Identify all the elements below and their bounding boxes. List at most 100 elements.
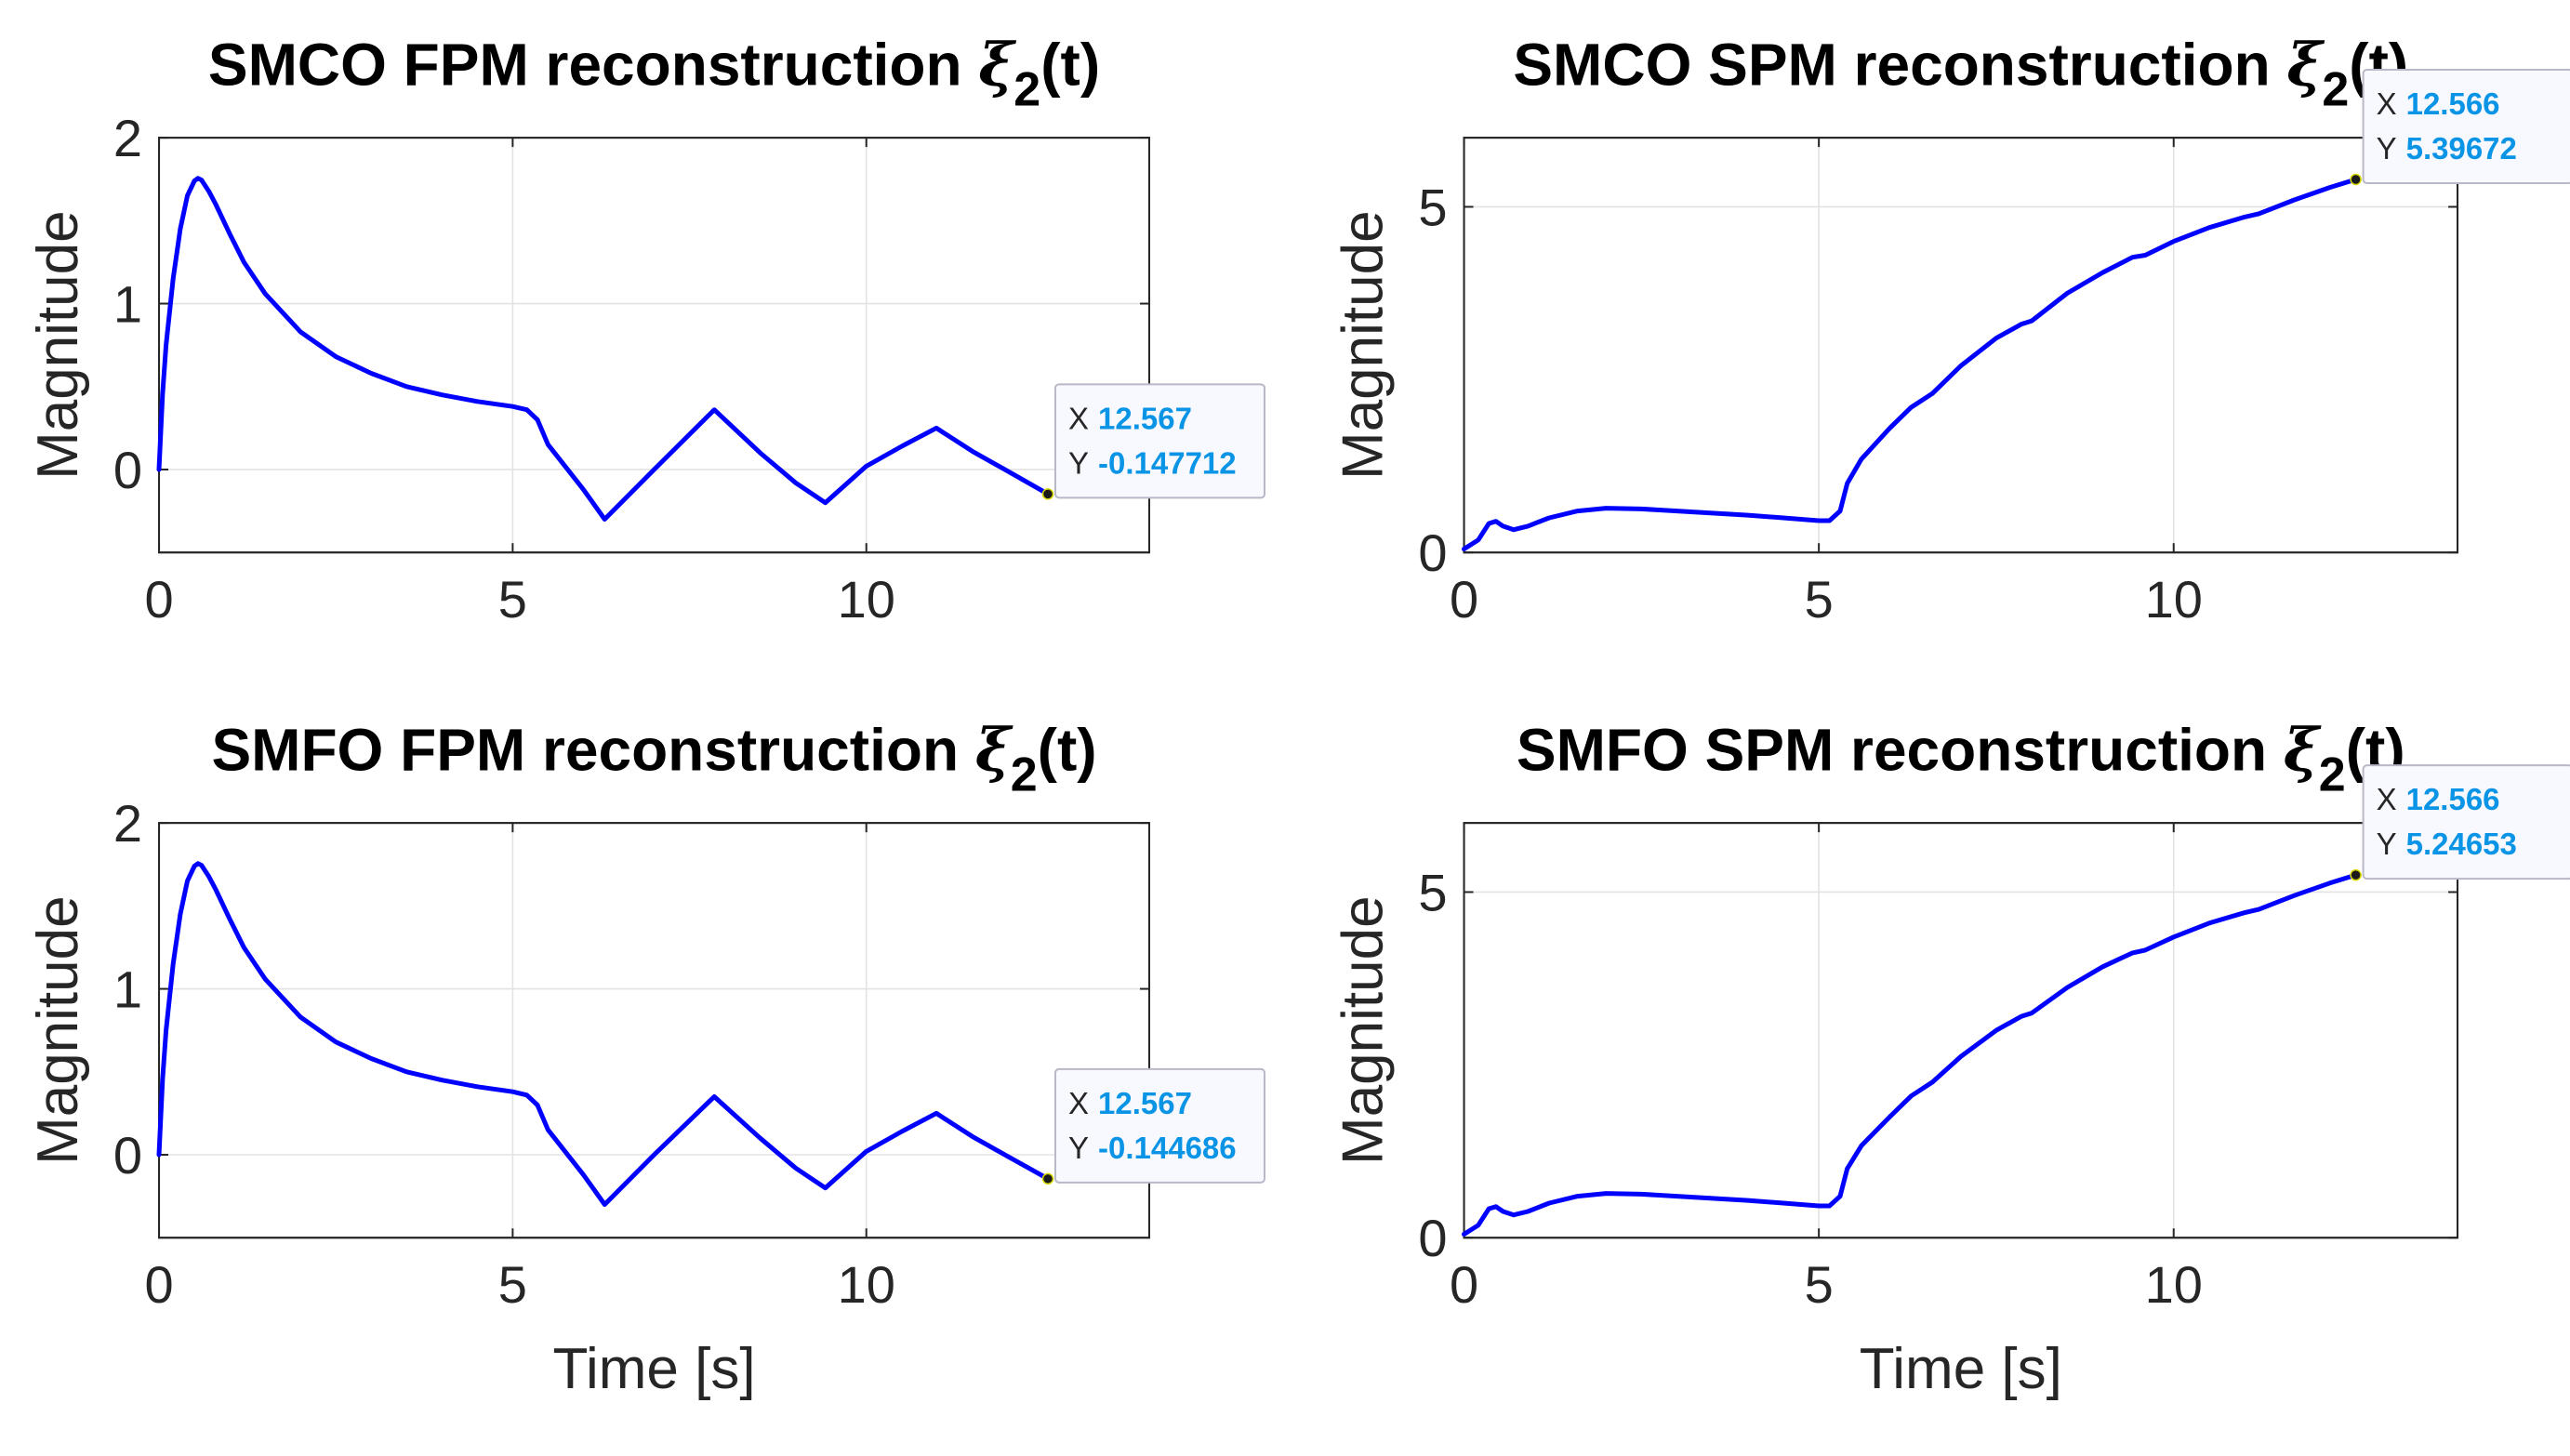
chart-title-symbol: ξ	[2286, 31, 2325, 100]
series-line	[156, 176, 1051, 522]
chart-title-subscript: 2	[1013, 63, 1040, 117]
x-tick-label: 0	[144, 570, 173, 629]
x-axis-label: Time [s]	[1860, 1337, 2062, 1401]
datatip[interactable]: X 12.567 Y -0.147712	[1053, 383, 1265, 499]
y-tick-label: 5	[1418, 863, 1447, 921]
datatip-x-key: X	[1068, 1086, 1089, 1120]
y-axis-label: Magnitude	[26, 895, 90, 1165]
datatip-box	[1053, 1067, 1265, 1184]
datatip-y-key: Y	[2377, 827, 2397, 861]
x-tick-label: 10	[838, 1255, 895, 1314]
x-tick-label: 5	[1805, 570, 1834, 629]
y-axis-label: Magnitude	[1331, 895, 1396, 1165]
chart-title-text: SMCO FPM reconstruction	[208, 32, 962, 99]
chart-title-subscript: 2	[1011, 748, 1038, 802]
datatip-y-row: Y 5.39672	[2377, 131, 2517, 165]
x-tick-label: 10	[838, 570, 895, 629]
chart-title: SMCO FPM reconstruction ξ2(t)	[208, 31, 1100, 117]
datatip-box	[2362, 68, 2570, 184]
datatip-marker[interactable]	[1041, 1172, 1054, 1185]
chart-panel: 0 5 10 0 5 SMCO SPM reconstruction ξ2(t) Magni…	[1331, 31, 2570, 629]
chart-title-subscript: 2	[2319, 748, 2346, 802]
series-line	[1462, 872, 2359, 1237]
x-tick-label: 10	[2145, 1255, 2203, 1314]
chart-title-suffix: (t)	[1038, 717, 1097, 784]
datatip-box	[1053, 383, 1265, 499]
chart-title-text: SMCO SPM reconstruction	[1513, 32, 2270, 99]
chart-title: SMFO FPM reconstruction ξ2(t)	[211, 716, 1096, 802]
y-tick-label: 2	[113, 794, 142, 853]
x-tick-label: 5	[498, 1255, 527, 1314]
datatip-x-key: X	[2377, 782, 2397, 816]
chart-title: SMCO SPM reconstruction ξ2(t)	[1513, 31, 2408, 117]
datatip-x-row: X 12.567	[1068, 1086, 1192, 1120]
datatip-y-row: Y -0.147712	[1068, 445, 1237, 480]
datatip-marker[interactable]	[2350, 173, 2362, 186]
datatip[interactable]: X 12.566 Y 5.24653	[2362, 764, 2570, 880]
chart-title-subscript: 2	[2322, 63, 2349, 117]
datatip-marker[interactable]	[2350, 868, 2362, 881]
axes-border	[158, 822, 1151, 1239]
x-tick-label: 5	[498, 570, 527, 629]
x-tick-label: 10	[2145, 570, 2203, 629]
y-tick-label: 0	[1418, 1209, 1447, 1267]
datatip-y-row: Y -0.144686	[1068, 1131, 1237, 1165]
datatip-marker[interactable]	[1041, 488, 1054, 500]
x-axis-label: Time [s]	[552, 1337, 755, 1401]
series-line	[156, 861, 1051, 1207]
datatip-x-value: 12.566	[2406, 782, 2500, 816]
y-tick-label: 0	[1418, 523, 1447, 582]
x-tick-label: 5	[1805, 1255, 1834, 1314]
x-tick-label: 0	[1450, 570, 1478, 629]
axes-border	[1463, 822, 2459, 1239]
chart-title-text: SMFO SPM reconstruction	[1517, 717, 2267, 784]
datatip-x-value: 12.567	[1098, 1086, 1192, 1120]
datatip-x-row: X 12.567	[1068, 401, 1192, 435]
chart-title-suffix: (t)	[1040, 32, 1100, 99]
chart-title-text: SMFO FPM reconstruction	[211, 717, 959, 784]
y-axis-label: Magnitude	[1331, 210, 1396, 480]
plot-area	[158, 137, 1151, 554]
datatip-x-key: X	[2377, 86, 2397, 121]
chart-title-space	[962, 32, 979, 99]
chart-title-space	[2267, 717, 2284, 784]
y-tick-label: 0	[113, 1126, 142, 1185]
datatip-x-row: X 12.566	[2377, 782, 2500, 816]
datatip[interactable]: X 12.567 Y -0.144686	[1053, 1067, 1265, 1184]
axes-border	[1463, 137, 2459, 554]
x-tick-label: 0	[1450, 1255, 1478, 1314]
y-tick-label: 1	[113, 275, 142, 334]
series-line	[1462, 177, 2359, 551]
datatip-x-row: X 12.566	[2377, 86, 2500, 121]
chart-title-symbol: ξ	[978, 31, 1016, 100]
datatip-y-key: Y	[1068, 1131, 1089, 1165]
datatip-y-key: Y	[2377, 131, 2397, 165]
datatip-x-value: 12.566	[2406, 86, 2500, 121]
datatip-y-value: -0.144686	[1098, 1131, 1237, 1165]
datatip-box	[2362, 764, 2570, 880]
plot-area	[1463, 822, 2459, 1239]
chart-panel: 0 5 10 0 5 SMFO SPM reconstruction ξ2(t) Magni…	[1331, 716, 2570, 1401]
datatip-x-value: 12.567	[1098, 401, 1192, 435]
chart-title: SMFO SPM reconstruction ξ2(t)	[1517, 716, 2405, 802]
y-tick-label: 2	[113, 109, 142, 167]
plot-area	[1463, 137, 2459, 554]
chart-title-space	[959, 717, 975, 784]
datatip[interactable]: X 12.566 Y 5.39672	[2362, 68, 2570, 184]
y-tick-label: 0	[113, 441, 142, 499]
y-tick-label: 1	[113, 960, 142, 1019]
x-tick-label: 0	[144, 1255, 173, 1314]
y-axis-label: Magnitude	[26, 210, 90, 480]
datatip-y-row: Y 5.24653	[2377, 827, 2517, 861]
axes-border	[158, 137, 1151, 554]
datatip-x-key: X	[1068, 401, 1089, 435]
datatip-y-value: 5.39672	[2406, 131, 2517, 165]
datatip-y-value: -0.147712	[1098, 445, 1237, 480]
chart-title-space	[2271, 32, 2287, 99]
chart-title-symbol: ξ	[975, 716, 1013, 786]
datatip-y-key: Y	[1068, 445, 1089, 480]
datatip-y-value: 5.24653	[2406, 827, 2517, 861]
